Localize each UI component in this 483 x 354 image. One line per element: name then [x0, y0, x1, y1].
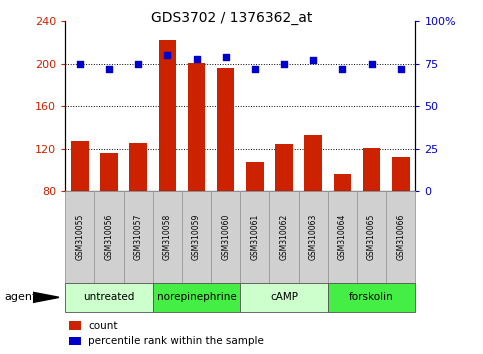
Bar — [94, 191, 124, 283]
Bar — [334, 174, 351, 191]
Bar — [328, 283, 415, 312]
Text: GSM310062: GSM310062 — [280, 214, 288, 260]
Text: GSM310057: GSM310057 — [134, 214, 142, 261]
Bar — [65, 191, 94, 283]
Text: GSM310063: GSM310063 — [309, 214, 318, 261]
Bar — [357, 191, 386, 283]
Text: GDS3702 / 1376362_at: GDS3702 / 1376362_at — [151, 11, 313, 25]
Bar — [71, 141, 88, 191]
Bar — [241, 283, 328, 312]
Bar — [386, 191, 415, 283]
Bar — [158, 40, 176, 191]
Text: norepinephrine: norepinephrine — [156, 292, 236, 302]
Text: GSM310056: GSM310056 — [104, 214, 114, 261]
Point — [368, 61, 375, 67]
Bar — [298, 191, 328, 283]
Bar — [69, 337, 81, 346]
Bar — [211, 191, 241, 283]
Point — [76, 61, 84, 67]
Polygon shape — [33, 292, 59, 302]
Point — [222, 54, 229, 60]
Bar — [69, 321, 81, 330]
Text: GSM310059: GSM310059 — [192, 214, 201, 261]
Bar — [182, 191, 211, 283]
Bar — [129, 143, 147, 191]
Bar — [124, 191, 153, 283]
Bar — [65, 283, 153, 312]
Bar — [241, 191, 270, 283]
Text: GSM310066: GSM310066 — [396, 214, 405, 261]
Point — [310, 57, 317, 63]
Text: percentile rank within the sample: percentile rank within the sample — [88, 336, 264, 346]
Point — [105, 66, 113, 72]
Point — [134, 61, 142, 67]
Point — [397, 66, 405, 72]
Point — [193, 56, 200, 62]
Bar — [275, 144, 293, 191]
Bar — [363, 148, 381, 191]
Text: GSM310061: GSM310061 — [250, 214, 259, 260]
Text: GSM310058: GSM310058 — [163, 214, 172, 260]
Bar — [100, 153, 118, 191]
Point — [280, 61, 288, 67]
Bar — [188, 63, 205, 191]
Bar — [153, 191, 182, 283]
Text: GSM310064: GSM310064 — [338, 214, 347, 261]
Bar — [304, 135, 322, 191]
Bar — [153, 283, 241, 312]
Bar — [217, 68, 234, 191]
Bar — [392, 157, 410, 191]
Text: agent: agent — [5, 292, 37, 302]
Point — [339, 66, 346, 72]
Bar — [270, 191, 298, 283]
Point — [251, 66, 259, 72]
Text: GSM310060: GSM310060 — [221, 214, 230, 261]
Text: cAMP: cAMP — [270, 292, 298, 302]
Text: count: count — [88, 321, 117, 331]
Text: GSM310055: GSM310055 — [75, 214, 85, 261]
Text: forskolin: forskolin — [349, 292, 394, 302]
Text: untreated: untreated — [83, 292, 135, 302]
Text: GSM310065: GSM310065 — [367, 214, 376, 261]
Bar — [246, 162, 264, 191]
Bar — [328, 191, 357, 283]
Point — [163, 52, 171, 58]
